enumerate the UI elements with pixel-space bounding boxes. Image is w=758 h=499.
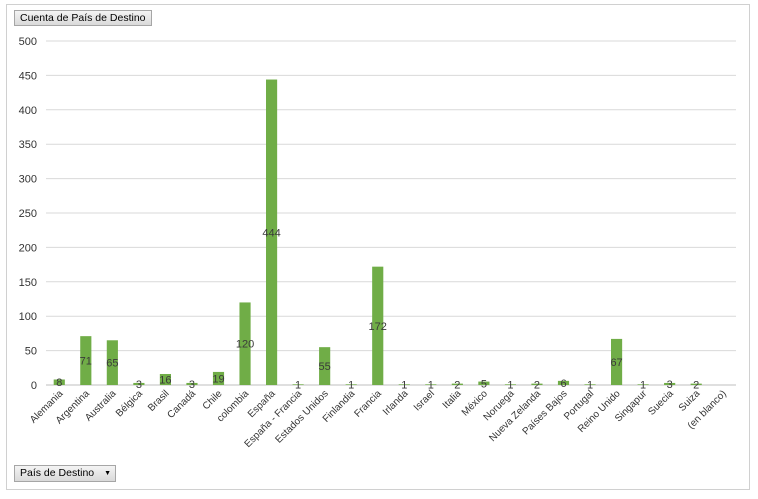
data-label: 1	[587, 380, 593, 392]
data-label: 172	[369, 321, 387, 333]
bar	[557, 380, 570, 385]
y-tick-label: 400	[19, 105, 37, 117]
y-tick-label: 350	[19, 139, 37, 151]
data-label: 5	[481, 378, 487, 390]
x-tick-label: Italia	[441, 388, 464, 411]
bar	[159, 373, 171, 385]
x-tick-label: Francia	[352, 388, 384, 420]
data-label: 1	[640, 380, 646, 392]
bar	[637, 384, 649, 385]
bar	[345, 384, 357, 385]
bar	[292, 384, 304, 385]
y-tick-label: 150	[19, 277, 37, 289]
x-tick-label: Irlanda	[381, 388, 411, 418]
bar	[398, 384, 410, 385]
bar	[451, 383, 463, 385]
y-tick-label: 100	[19, 311, 37, 323]
bar	[584, 384, 596, 385]
bar	[319, 347, 331, 385]
data-label: 19	[212, 373, 224, 385]
y-tick-label: 50	[25, 346, 37, 358]
bar	[504, 384, 516, 385]
data-label: 444	[262, 227, 280, 239]
axis-field-button[interactable]: País de Destino ▼	[14, 465, 117, 482]
dropdown-arrow-icon[interactable]: ▼	[104, 470, 112, 477]
bar	[425, 384, 437, 385]
bar	[80, 336, 92, 385]
bar	[212, 371, 225, 385]
data-label: 1	[428, 380, 434, 392]
data-label: 65	[106, 358, 118, 370]
data-label: 1	[507, 380, 513, 392]
data-label: 120	[236, 339, 254, 351]
bar	[239, 302, 251, 385]
y-tick-label: 200	[19, 242, 37, 254]
data-label: 3	[667, 379, 673, 391]
value-field-label: Cuenta de País de Destino	[20, 12, 146, 24]
y-tick-label: 500	[19, 36, 37, 48]
data-label: 16	[159, 374, 171, 386]
bar	[186, 382, 198, 385]
axis-field-label: País de Destino	[20, 467, 95, 479]
x-tick-label: Suecia	[646, 388, 676, 418]
bar	[53, 379, 65, 385]
y-tick-label: 250	[19, 208, 37, 220]
data-label: 1	[401, 380, 407, 392]
data-label: 1	[348, 380, 354, 392]
data-label: 67	[610, 357, 622, 369]
bar	[531, 383, 543, 385]
y-tick-label: 0	[31, 380, 37, 392]
data-label: 8	[56, 377, 62, 389]
data-label: 2	[454, 379, 460, 391]
y-tick-label: 450	[19, 70, 37, 82]
bar	[690, 383, 702, 385]
value-field-button[interactable]: Cuenta de País de Destino	[14, 10, 152, 26]
bar	[478, 381, 490, 385]
x-tick-label: Canadá	[166, 388, 199, 421]
bar	[372, 266, 384, 385]
bar	[664, 382, 676, 385]
data-label: 55	[319, 361, 331, 373]
bar	[266, 79, 278, 385]
data-label: 3	[136, 379, 142, 391]
data-label: 71	[80, 356, 92, 368]
y-tick-label: 300	[19, 174, 37, 186]
data-label: 3	[189, 379, 195, 391]
bar	[133, 382, 145, 385]
bar	[611, 338, 623, 385]
x-tick-label: Chile	[201, 388, 225, 412]
x-tick-label: Bélgica	[114, 388, 145, 419]
data-label: 2	[534, 379, 540, 391]
data-label: 6	[560, 378, 566, 390]
data-label: 2	[693, 379, 699, 391]
x-tick-label: Israel	[412, 388, 437, 413]
bar	[106, 340, 118, 385]
data-label: 1	[295, 380, 301, 392]
